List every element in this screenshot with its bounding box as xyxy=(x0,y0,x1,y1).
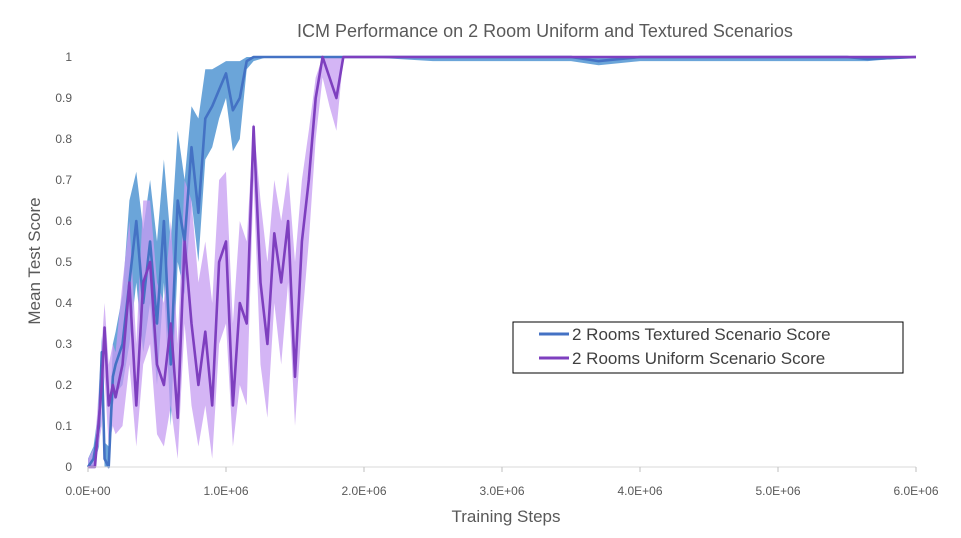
y-tick-label: 0.3 xyxy=(55,337,72,351)
chart-title: ICM Performance on 2 Room Uniform and Te… xyxy=(297,21,793,41)
x-tick-label: 1.0E+06 xyxy=(203,484,248,498)
y-tick-label: 0.9 xyxy=(55,91,72,105)
y-tick-label: 0.4 xyxy=(55,296,72,310)
y-tick-label: 0.8 xyxy=(55,132,72,146)
legend-label-textured: 2 Rooms Textured Scenario Score xyxy=(572,325,831,344)
y-axis-title: Mean Test Score xyxy=(25,197,44,324)
x-tick-label: 2.0E+06 xyxy=(341,484,386,498)
y-tick-label: 0.7 xyxy=(55,173,72,187)
y-tick-label: 1 xyxy=(65,50,72,64)
y-axis-ticks: 0 0.1 0.2 0.3 0.4 0.5 0.6 0.7 0.8 0.9 1 xyxy=(55,50,72,474)
x-axis-ticks: 0.0E+00 1.0E+06 2.0E+06 3.0E+06 4.0E+06 5.0E+… xyxy=(65,467,938,498)
y-tick-label: 0 xyxy=(65,460,72,474)
legend: 2 Rooms Textured Scenario Score 2 Rooms … xyxy=(513,322,903,373)
x-tick-label: 6.0E+06 xyxy=(893,484,938,498)
x-tick-label: 4.0E+06 xyxy=(617,484,662,498)
y-tick-label: 0.5 xyxy=(55,255,72,269)
x-tick-label: 0.0E+00 xyxy=(65,484,110,498)
x-tick-label: 3.0E+06 xyxy=(479,484,524,498)
x-tick-label: 5.0E+06 xyxy=(755,484,800,498)
y-tick-label: 0.2 xyxy=(55,378,72,392)
y-tick-label: 0.1 xyxy=(55,419,72,433)
legend-label-uniform: 2 Rooms Uniform Scenario Score xyxy=(572,349,825,368)
y-tick-label: 0.6 xyxy=(55,214,72,228)
x-axis-title: Training Steps xyxy=(452,507,561,526)
